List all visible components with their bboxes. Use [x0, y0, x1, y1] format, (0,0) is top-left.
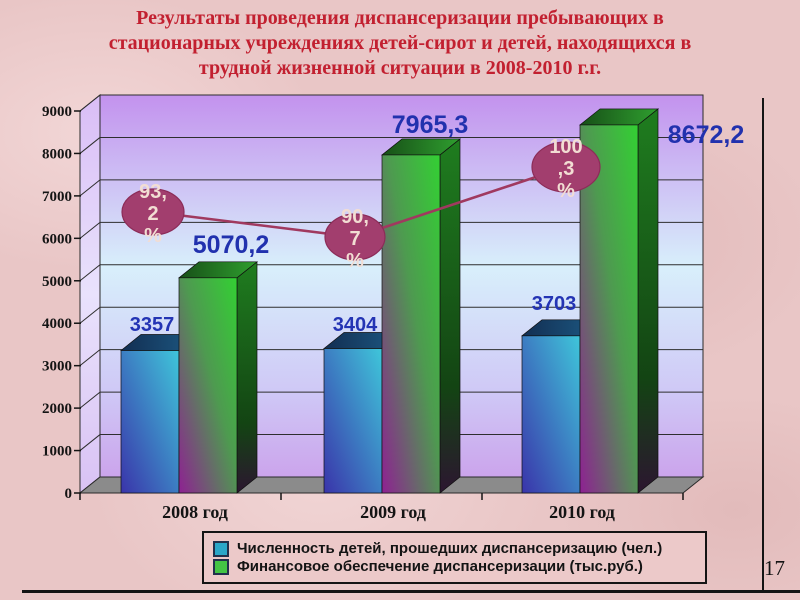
data-label-children-2010: 3703: [532, 293, 577, 315]
percent-label-2008: %: [144, 225, 162, 247]
chart-side-wall: [79, 93, 101, 495]
bar-children-2010-front: [521, 335, 581, 494]
page-number: 17: [764, 556, 785, 580]
data-label-finance-2008: 5070,2: [193, 231, 269, 259]
y-axis-label: 7000: [42, 189, 72, 205]
data-label-children-2009: 3404: [333, 314, 378, 336]
data-label-finance-2009: 7965,3: [392, 111, 468, 139]
y-axis-label: 6000: [42, 231, 72, 247]
bar-children-2009-front: [323, 348, 383, 494]
legend-label-children: Численность детей, прошедших диспансериз…: [237, 540, 663, 557]
y-axis-label: 2000: [42, 401, 72, 417]
title-line-2: стационарных учреждениях детей-сирот и д…: [108, 32, 692, 54]
bar-finance-2008-side: [236, 261, 258, 494]
gridline-side: [79, 94, 101, 112]
gridline-side: [79, 391, 101, 409]
right-border-line: [762, 98, 764, 591]
gridline-side: [79, 306, 101, 324]
gridline-side: [79, 264, 101, 282]
data-label-finance-2010: 8672,2: [668, 121, 744, 149]
bar-finance-2010-side: [637, 108, 659, 494]
percent-label-2010: 100: [549, 136, 582, 158]
title-line-1: Результаты проведения диспансеризации пр…: [136, 7, 664, 29]
bar-children-2008-front: [120, 350, 180, 494]
y-axis-label: 8000: [42, 146, 72, 162]
data-label-children-2008: 3357: [130, 314, 175, 336]
bar-finance-2008-front: [178, 277, 238, 494]
percent-label-2009: 7: [349, 228, 360, 250]
gridline-side: [79, 137, 101, 154]
gridline-side: [79, 349, 101, 367]
percent-label-2008: 2: [147, 203, 158, 225]
legend-swatch-children: [213, 540, 229, 557]
percent-label-2010: %: [557, 180, 575, 202]
legend-swatch-finance: [213, 558, 229, 575]
x-axis-label-2008: 2008 год: [162, 502, 228, 522]
percent-label-2009: %: [346, 250, 364, 272]
y-axis-label: 0: [65, 486, 73, 502]
percent-marker-2010: [531, 141, 601, 193]
y-axis-label: 3000: [42, 359, 72, 375]
gridline-side: [79, 221, 101, 239]
y-axis-label: 1000: [42, 444, 72, 460]
x-axis-label-2009: 2009 год: [360, 502, 426, 522]
legend-item-children: Численность детей, прошедших диспансериз…: [213, 540, 705, 557]
slide-title: Результаты проведения диспансеризации пр…: [0, 6, 800, 81]
x-axis-label-2010: 2010 год: [549, 502, 615, 522]
bar-finance-2010-front: [579, 124, 639, 494]
bar-finance-2009-side: [439, 138, 461, 494]
percent-label-2009: 90,: [341, 206, 369, 228]
gridline-side: [79, 179, 101, 197]
y-axis-label: 5000: [42, 274, 72, 290]
footer-line: [22, 590, 800, 593]
legend-label-finance: Финансовое обеспечение диспансеризации (…: [237, 558, 643, 575]
percent-label-2008: 93,: [139, 181, 167, 203]
legend-item-finance: Финансовое обеспечение диспансеризации (…: [213, 558, 705, 575]
percent-marker-2008: [121, 188, 185, 236]
percent-label-2010: ,3: [558, 158, 575, 180]
bar-finance-2009-front: [381, 154, 441, 494]
y-axis-label: 4000: [42, 316, 72, 332]
gridline-side: [79, 434, 101, 451]
chart-legend: Численность детей, прошедших диспансериз…: [202, 531, 707, 584]
percent-marker-2009: [324, 213, 386, 261]
title-line-3: трудной жизненной ситуации в 2008-2010 г…: [198, 57, 602, 79]
y-axis-label: 9000: [42, 104, 72, 120]
